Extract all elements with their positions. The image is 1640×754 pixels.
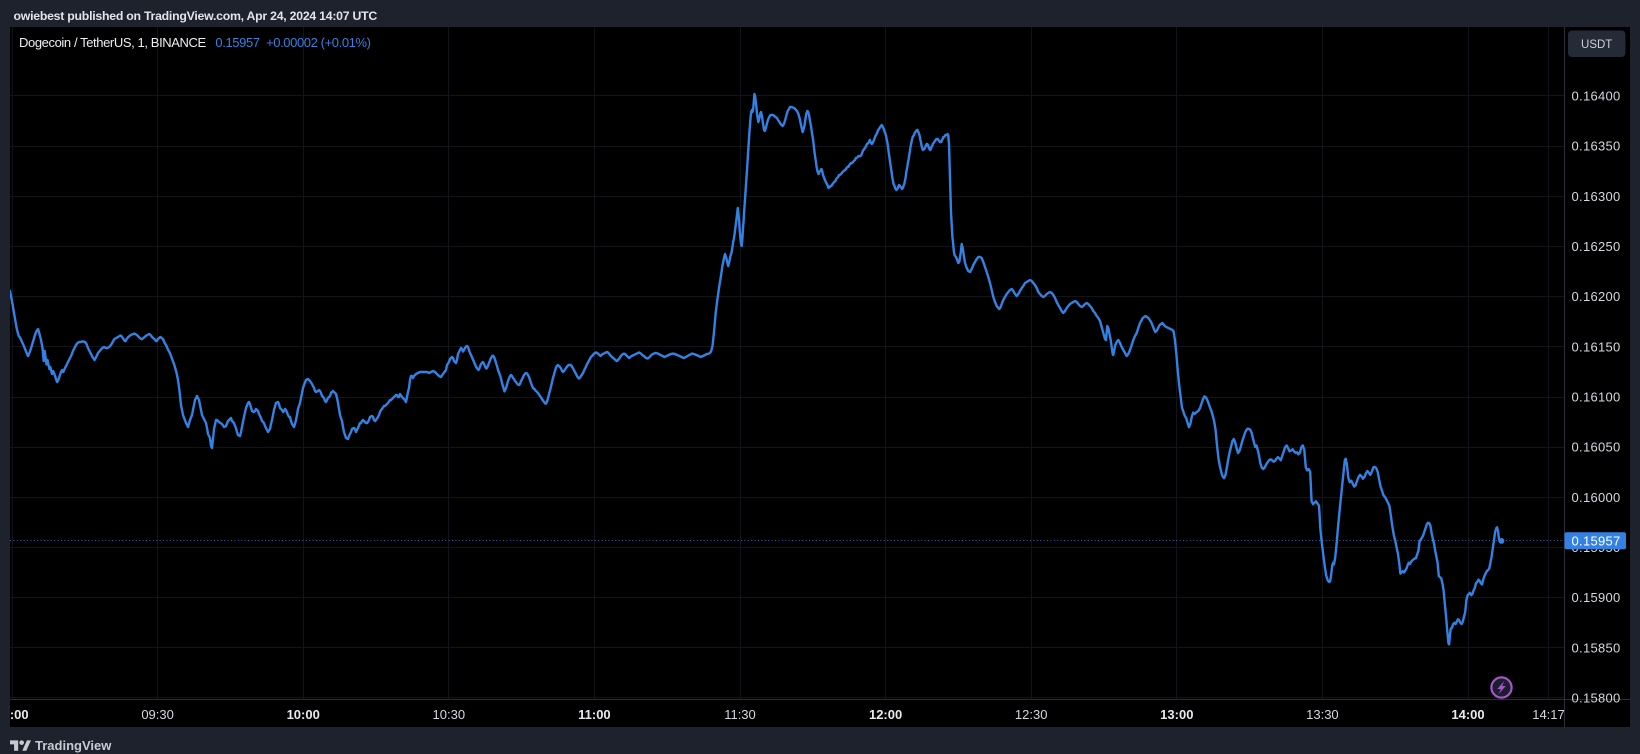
svg-text:0.16000: 0.16000 [1572,490,1621,505]
svg-text:USDT: USDT [1581,39,1612,51]
svg-text:12:00: 12:00 [869,707,902,722]
svg-text:12:30: 12:30 [1015,707,1048,722]
svg-text:10:30: 10:30 [433,707,466,722]
svg-text:0.15850: 0.15850 [1572,640,1621,655]
svg-text:11:00: 11:00 [578,707,611,722]
svg-text:10:00: 10:00 [287,707,320,722]
svg-text:14:17: 14:17 [1532,707,1565,722]
svg-text:09:30: 09:30 [141,707,174,722]
svg-text:09:00: 09:00 [10,707,29,722]
svg-text:0.16050: 0.16050 [1572,440,1621,455]
svg-text:11:30: 11:30 [724,707,756,722]
svg-text:0.16400: 0.16400 [1572,89,1621,104]
svg-text:13:00: 13:00 [1160,707,1193,722]
svg-text:0.16200: 0.16200 [1572,289,1621,304]
svg-text:0.16300: 0.16300 [1572,189,1621,204]
svg-text:0.16150: 0.16150 [1572,339,1621,354]
svg-text:14:00: 14:00 [1451,707,1484,722]
svg-text:0.16250: 0.16250 [1572,239,1621,254]
svg-text:13:30: 13:30 [1306,707,1339,722]
svg-text:0.15900: 0.15900 [1572,590,1621,605]
svg-text:0.15800: 0.15800 [1572,691,1621,706]
svg-text:0.16100: 0.16100 [1572,390,1621,405]
svg-text:0.15957: 0.15957 [1572,533,1621,548]
svg-text:0.16350: 0.16350 [1572,139,1621,154]
